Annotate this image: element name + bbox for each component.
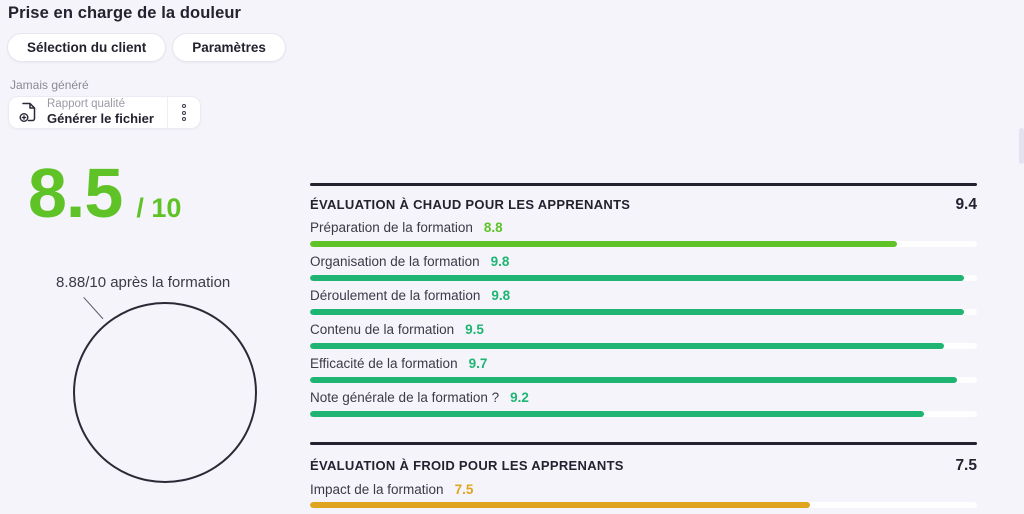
- score-bar-fill: [310, 377, 957, 383]
- criterion-label: Efficacité de la formation: [310, 356, 458, 371]
- hot-evaluation-section: ÉVALUATION À CHAUD POUR LES APPRENANTS 9…: [310, 183, 977, 435]
- criterion-label: Organisation de la formation: [310, 254, 480, 269]
- kebab-menu-icon[interactable]: [168, 97, 200, 128]
- criterion-label: Note générale de la formation ?: [310, 390, 500, 405]
- score-bar-fill: [310, 411, 924, 417]
- criterion-label: Préparation de la formation: [310, 220, 473, 235]
- scrollbar-thumb[interactable]: [1019, 128, 1024, 164]
- score-bar: [310, 502, 977, 508]
- criterion-score: 9.2: [510, 390, 529, 405]
- hot-evaluation-header: ÉVALUATION À CHAUD POUR LES APPRENANTS 9…: [310, 196, 977, 214]
- eval-row-label: Impact de la formation 7.5: [310, 482, 473, 497]
- score-bar: [310, 241, 977, 247]
- quality-report-card[interactable]: Rapport qualité Générer le fichier: [8, 96, 201, 129]
- score-bar: [310, 411, 977, 417]
- section-divider: [310, 183, 977, 186]
- eval-row-label: Efficacité de la formation 9.7: [310, 356, 487, 371]
- criterion-score: 9.7: [468, 356, 488, 371]
- settings-button[interactable]: Paramètres: [172, 33, 286, 62]
- criterion-score: 9.8: [490, 254, 510, 269]
- eval-row-label: Note générale de la formation ? 9.2: [310, 390, 529, 405]
- cold-evaluation-overall-score: 7.5: [955, 457, 977, 474]
- criterion-score: 9.8: [491, 288, 511, 303]
- hot-evaluation-overall-score: 9.4: [955, 196, 977, 213]
- cold-evaluation-header: ÉVALUATION À FROID POUR LES APPRENANTS 7…: [310, 457, 977, 475]
- page-title: Prise en charge de la douleur: [8, 4, 242, 22]
- criterion-label: Contenu de la formation: [310, 322, 455, 337]
- annotation-pointer-line: [83, 297, 104, 320]
- score-bar-fill: [310, 309, 964, 315]
- card-divider: [167, 97, 168, 128]
- score-bar-fill: [310, 502, 811, 508]
- global-score-value: 8.5: [28, 154, 123, 232]
- section-divider: [310, 442, 977, 445]
- report-status-label: Jamais généré: [10, 78, 89, 92]
- global-score-denominator: / 10: [136, 193, 182, 223]
- client-selection-button[interactable]: Sélection du client: [7, 33, 167, 62]
- score-bar: [310, 309, 977, 315]
- post-training-score-annotation: 8.88/10 après la formation: [56, 274, 231, 291]
- report-card-title: Rapport qualité: [47, 98, 125, 111]
- toolbar: Sélection du client Paramètres: [7, 33, 286, 62]
- score-bar: [310, 377, 977, 383]
- global-score: 8.5 / 10: [28, 158, 181, 228]
- score-bar-fill: [310, 343, 944, 349]
- score-bar: [310, 343, 977, 349]
- cold-evaluation-title: ÉVALUATION À FROID POUR LES APPRENANTS: [310, 458, 624, 473]
- criterion-label: Déroulement de la formation: [310, 288, 481, 303]
- score-circle-chart: [73, 302, 257, 483]
- eval-row-label: Contenu de la formation 9.5: [310, 322, 484, 337]
- criterion-score: 9.5: [465, 322, 484, 337]
- score-bar: [310, 275, 977, 281]
- criterion-score: 7.5: [454, 482, 474, 497]
- eval-row-label: Préparation de la formation 8.8: [310, 220, 503, 235]
- score-bar-fill: [310, 241, 897, 247]
- criterion-score: 8.8: [483, 220, 503, 235]
- cold-evaluation-section: ÉVALUATION À FROID POUR LES APPRENANTS 7…: [310, 442, 977, 514]
- criterion-label: Impact de la formation: [310, 482, 444, 497]
- report-card-text: Rapport qualité Générer le fichier: [47, 98, 167, 126]
- eval-row-label: Déroulement de la formation 9.8: [310, 288, 510, 303]
- eval-row-label: Organisation de la formation 9.8: [310, 254, 509, 269]
- generate-file-action[interactable]: Générer le fichier: [47, 110, 154, 126]
- file-plus-icon: [19, 102, 38, 123]
- hot-evaluation-title: ÉVALUATION À CHAUD POUR LES APPRENANTS: [310, 197, 631, 212]
- score-bar-fill: [310, 275, 964, 281]
